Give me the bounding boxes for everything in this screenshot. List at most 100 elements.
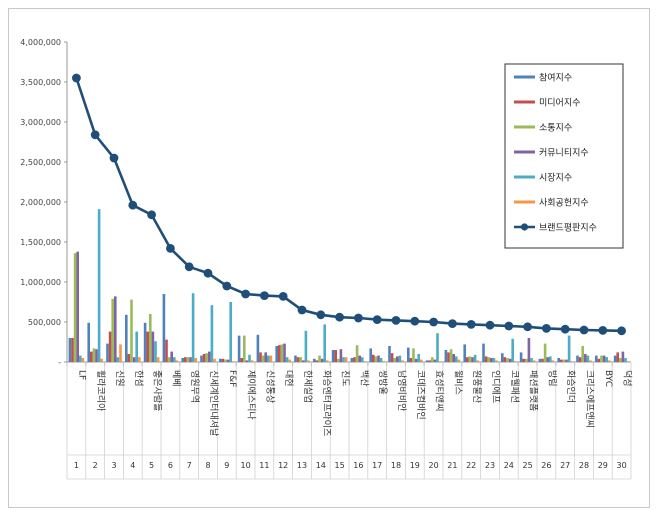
x-category-label: 인디에프 [490, 370, 501, 403]
bar [337, 358, 340, 362]
bar [621, 351, 625, 362]
line-point [354, 313, 363, 323]
bar [449, 349, 453, 362]
bar [181, 358, 184, 362]
y-tick-label: 3,000,000 [20, 118, 61, 127]
bar [377, 355, 380, 362]
bar [240, 358, 243, 362]
bar [382, 361, 385, 362]
bar [165, 339, 168, 362]
line-point [278, 292, 288, 301]
bar [278, 345, 281, 362]
legend-label: 미디어지수 [539, 98, 580, 109]
line-point [297, 305, 307, 315]
bar [567, 335, 571, 362]
y-tick-label: 3,500,000 [20, 78, 61, 87]
bar [565, 359, 568, 362]
x-rank-number: 19 [410, 461, 420, 470]
bar [492, 358, 496, 362]
bar [250, 360, 254, 362]
bar [130, 299, 133, 362]
bar [229, 302, 232, 362]
bar [280, 344, 284, 362]
bar [269, 355, 273, 362]
bar [294, 355, 297, 362]
x-rank-number: 22 [466, 461, 476, 470]
line-point [429, 317, 438, 327]
bar [455, 356, 458, 362]
bar [248, 354, 251, 362]
bar [226, 359, 230, 362]
x-category-label: 화승엔터프라이즈 [321, 370, 332, 436]
line-point [128, 200, 138, 210]
bar [551, 360, 555, 362]
x-rank-number: 4 [130, 461, 135, 470]
bar [275, 346, 278, 362]
bar [313, 358, 316, 362]
bar [595, 355, 598, 362]
line-point [372, 315, 382, 324]
x-category-label: 대현 [283, 370, 294, 387]
bar [173, 357, 176, 362]
bar [390, 353, 394, 362]
bar [334, 350, 337, 362]
x-category-label: 제이에스티나 [246, 370, 257, 420]
line-point [466, 320, 476, 329]
bar [433, 359, 437, 362]
line-point [203, 268, 213, 278]
bar [259, 352, 262, 362]
y-tick-label: 1,000,000 [20, 278, 61, 287]
bar [143, 322, 147, 362]
bar [76, 251, 79, 362]
bar [237, 335, 241, 362]
bar [116, 357, 120, 362]
x-category-label: 방림 [546, 370, 558, 387]
bar [156, 357, 160, 362]
x-rank-number: 26 [541, 461, 551, 470]
y-tick-label: - [58, 358, 61, 367]
bar [256, 334, 260, 362]
x-rank-number: 1 [74, 461, 79, 470]
x-category-label: 덕성 [622, 370, 633, 387]
bar [162, 294, 166, 362]
bar [189, 357, 192, 362]
bar [184, 357, 187, 362]
bar [532, 360, 536, 362]
bar [501, 353, 504, 362]
line-point [579, 325, 589, 335]
bar [100, 358, 103, 362]
y-tick-label: 500,000 [28, 318, 61, 327]
bar [264, 352, 267, 362]
x-category-label: 크리스에프앤씨 [584, 370, 595, 428]
brand-reputation-chart: 4,000,000 3,500,000 3,000,000 2,500,000 2,00… [20, 38, 633, 480]
legend-label: 커뮤니티지수 [539, 148, 589, 159]
bar [431, 357, 434, 362]
x-category-label: 좋은사람들 [152, 370, 164, 411]
x-rank-number: 28 [579, 461, 589, 470]
line-point [560, 324, 570, 334]
x-rank-number: 20 [429, 461, 439, 470]
x-rank-number: 30 [617, 461, 627, 470]
bar [81, 358, 85, 362]
x-category-label: 한세실업 [302, 370, 313, 403]
line-point [410, 316, 420, 326]
x-rank-number: 24 [504, 461, 514, 470]
x-category-label: 한섬 [133, 370, 144, 387]
x-rank-number: 5 [149, 461, 154, 470]
bar [428, 360, 431, 362]
bar [135, 331, 138, 362]
x-category-label: 효성티앤씨 [434, 370, 445, 411]
bar [484, 356, 488, 362]
bar [396, 356, 399, 362]
legend-box [504, 63, 624, 249]
x-category-label: 신원 [114, 370, 125, 387]
bar [106, 343, 109, 362]
bar [205, 353, 208, 362]
line-point [598, 326, 608, 335]
x-rank-number: 3 [111, 461, 116, 470]
line-point [72, 73, 81, 83]
bar [372, 354, 375, 362]
bar [283, 343, 286, 362]
bar [471, 357, 474, 362]
bar [350, 358, 354, 362]
